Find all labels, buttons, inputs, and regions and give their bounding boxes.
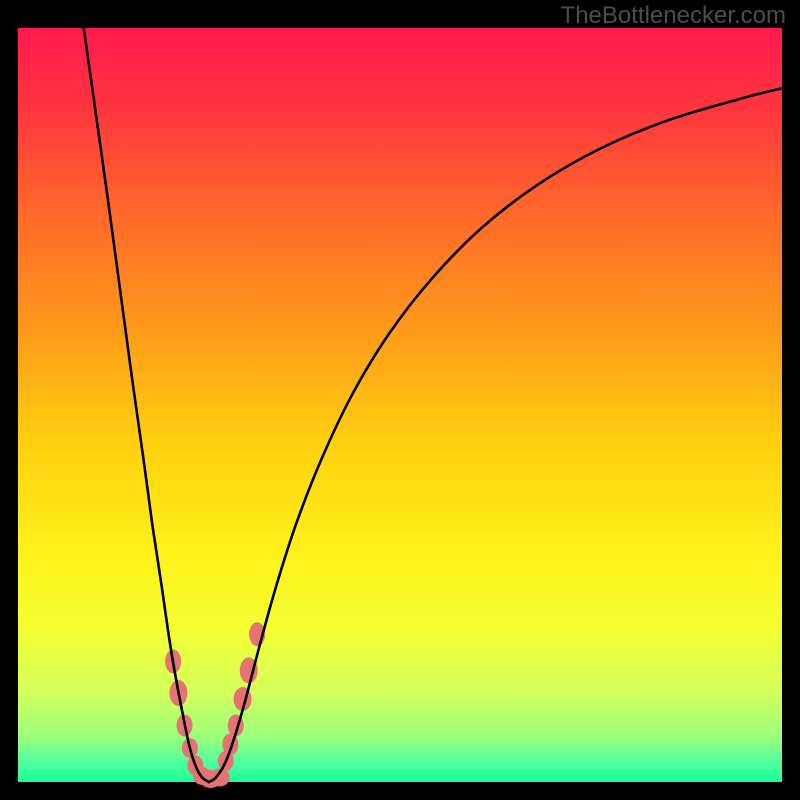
chart-container: TheBottlenecker.com <box>0 0 800 800</box>
bottleneck-chart <box>0 0 800 800</box>
plot-background <box>18 28 782 782</box>
